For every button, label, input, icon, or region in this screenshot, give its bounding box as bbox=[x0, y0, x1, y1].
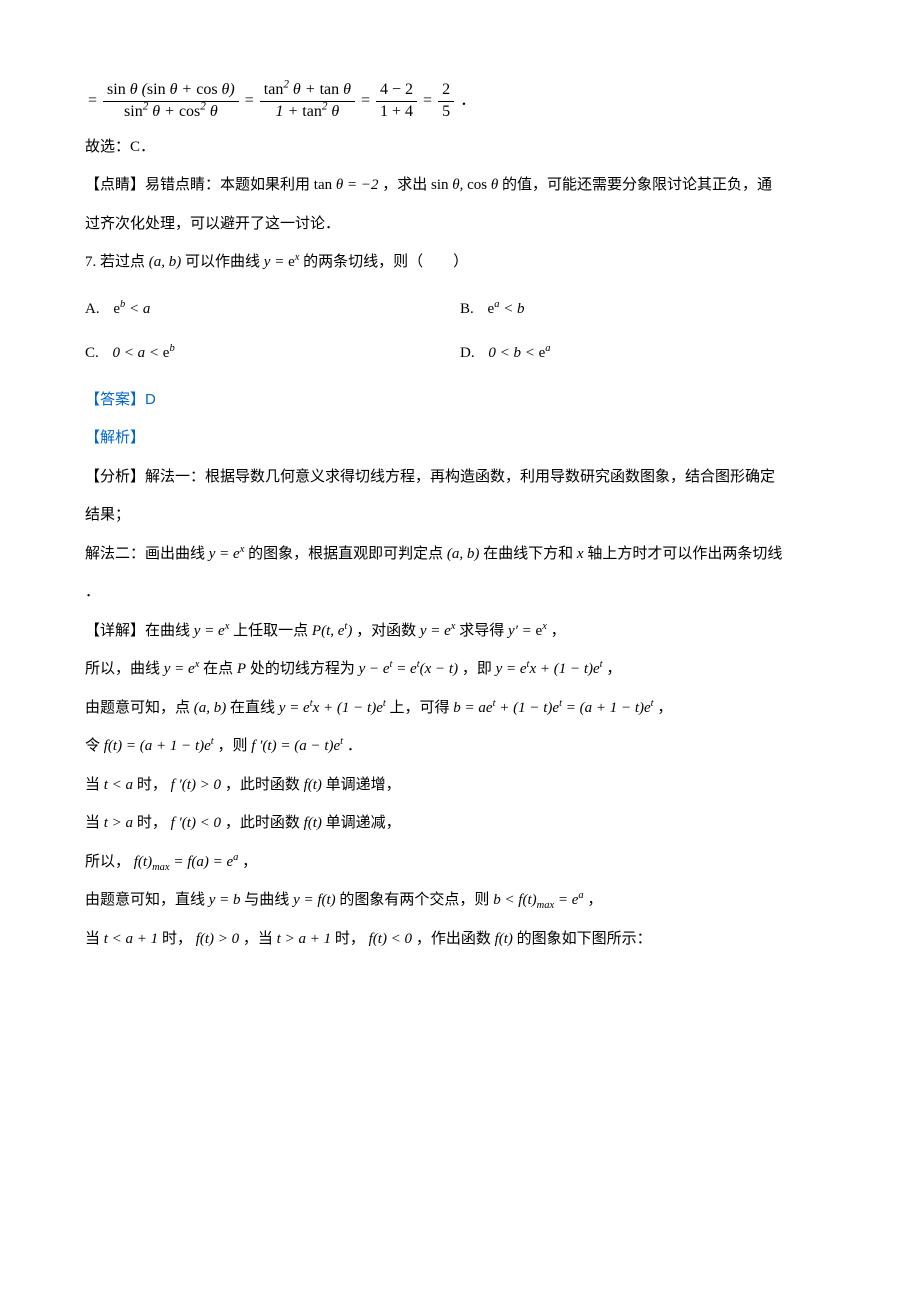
tip-text-1: 易错点睛：本题如果利用 tan θ = −2 ，求出 sin θ, cos θ … bbox=[145, 177, 772, 193]
fraction-2: tan2 θ + tan θ 1 + tan2 θ bbox=[260, 80, 355, 123]
option-a-text: eb < a bbox=[113, 301, 150, 317]
detail-3: 由题意可知，点 (a, b) 在直线 y = etx + (1 − t)et 上… bbox=[85, 694, 835, 723]
detail-1: 【详解】在曲线 y = ex 上任取一点 P(t, et) ，对函数 y = e… bbox=[85, 617, 835, 646]
options-container: A. eb < a B. ea < b C. 0 < a < eb D. 0 <… bbox=[85, 287, 835, 376]
fraction-4: 2 5 bbox=[438, 80, 454, 123]
q7-stem: 若过点 (a, b) 可以作曲线 y = ex 的两条切线，则（ ） bbox=[100, 254, 468, 270]
fenxi-2: 结果； bbox=[85, 501, 835, 530]
option-d-text: 0 < b < ea bbox=[488, 345, 550, 361]
equation-line-top: = sin θ (sin θ + cos θ) sin2 θ + cos2 θ … bbox=[85, 80, 835, 123]
detail-2: 所以，曲线 y = ex 在点 P 处的切线方程为 y − et = et(x … bbox=[85, 655, 835, 684]
select-answer-c: 故选：C． bbox=[85, 133, 835, 162]
option-a[interactable]: A. eb < a bbox=[85, 295, 460, 324]
option-c[interactable]: C. 0 < a < eb bbox=[85, 339, 460, 368]
detail-label: 【详解】 bbox=[85, 623, 145, 639]
option-b[interactable]: B. ea < b bbox=[460, 295, 835, 324]
answer-label: 【答案】 bbox=[85, 392, 145, 408]
question-7: 7. 若过点 (a, b) 可以作曲线 y = ex 的两条切线，则（ ） bbox=[85, 248, 835, 277]
q7-number: 7. bbox=[85, 254, 96, 270]
tip-label: 【点睛】 bbox=[85, 177, 145, 193]
fenxi-3: 解法二：画出曲线 y = ex 的图象，根据直观即可判定点 (a, b) 在曲线… bbox=[85, 540, 835, 569]
tip-text-2: 过齐次化处理，可以避开了这一讨论． bbox=[85, 210, 835, 239]
fraction-3: 4 − 2 1 + 4 bbox=[376, 80, 417, 123]
detail-5: 当 t < a 时， f ′(t) > 0 ，此时函数 f(t) 单调递增， bbox=[85, 771, 835, 800]
detail-6: 当 t > a 时， f ′(t) < 0 ，此时函数 f(t) 单调递减， bbox=[85, 809, 835, 838]
detail-4: 令 f(t) = (a + 1 − t)et ，则 f ′(t) = (a − … bbox=[85, 732, 835, 761]
detail-9: 当 t < a + 1 时， f(t) > 0 ，当 t > a + 1 时， … bbox=[85, 925, 835, 954]
tip-paragraph: 【点睛】易错点睛：本题如果利用 tan θ = −2 ，求出 sin θ, co… bbox=[85, 171, 835, 200]
detail-7: 所以， f(t)max = f(a) = ea ， bbox=[85, 848, 835, 877]
answer-value: D bbox=[145, 391, 156, 408]
fenxi-label: 【分析】 bbox=[85, 469, 145, 485]
detail-8: 由题意可知，直线 y = b 与曲线 y = f(t) 的图象有两个交点，则 b… bbox=[85, 886, 835, 915]
fraction-1: sin θ (sin θ + cos θ) sin2 θ + cos2 θ bbox=[103, 80, 239, 123]
option-b-text: ea < b bbox=[488, 301, 525, 317]
answer-line: 【答案】D bbox=[85, 386, 835, 415]
option-d[interactable]: D. 0 < b < ea bbox=[460, 339, 835, 368]
option-c-text: 0 < a < eb bbox=[113, 345, 175, 361]
analysis-label: 【解析】 bbox=[85, 424, 835, 453]
fenxi-line-1: 【分析】解法一：根据导数几何意义求得切线方程，再构造函数，利用导数研究函数图象，… bbox=[85, 463, 835, 492]
fenxi-4: ． bbox=[85, 578, 835, 607]
fenxi-1: 解法一：根据导数几何意义求得切线方程，再构造函数，利用导数研究函数图象，结合图形… bbox=[145, 469, 775, 485]
